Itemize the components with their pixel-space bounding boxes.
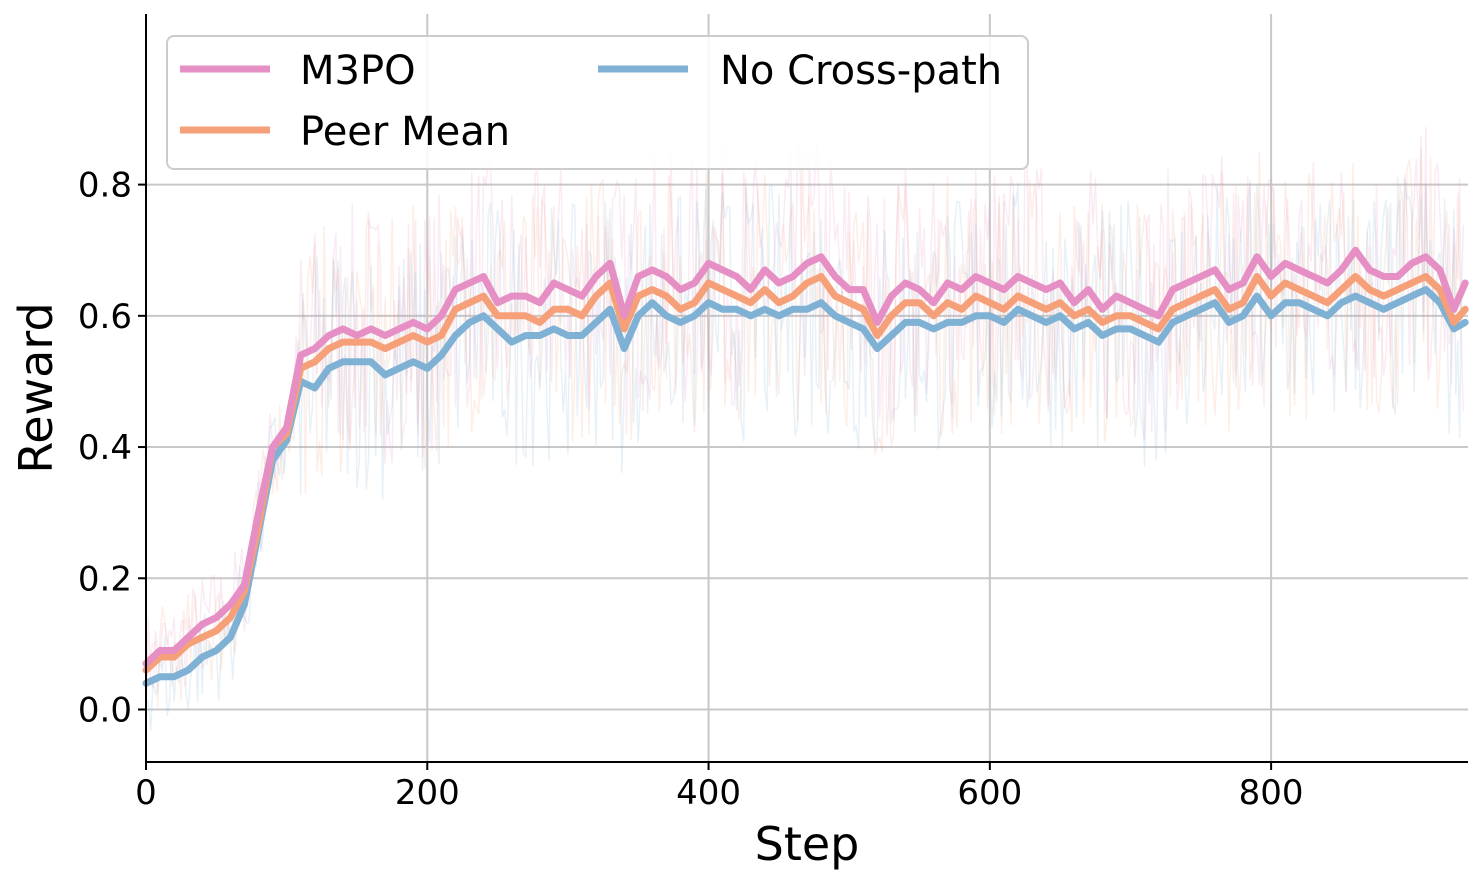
series-line-2 xyxy=(142,286,1469,687)
series-line-0 xyxy=(142,246,1469,668)
x-axis-title: Step xyxy=(755,817,860,871)
x-tick-label: 600 xyxy=(957,773,1022,813)
y-axis-title: Reward xyxy=(9,302,63,473)
legend-label-m3po: M3PO xyxy=(300,48,416,94)
y-tick-label: 0.4 xyxy=(78,428,132,468)
legend-label-peer-mean: Peer Mean xyxy=(300,109,510,155)
x-tick-label: 400 xyxy=(676,773,741,813)
x-tick-label: 0 xyxy=(135,773,157,813)
legend-frame xyxy=(166,35,1029,170)
tick-labels: 0 200 400 600 800 0.0 0.2 0.4 0.6 0.8 xyxy=(78,166,1304,813)
smoothed-series xyxy=(142,246,1469,687)
y-tick-label: 0.6 xyxy=(78,297,132,337)
series-line-1 xyxy=(142,273,1469,674)
y-tick-label: 0.0 xyxy=(78,691,132,731)
raw-reward-traces xyxy=(145,126,1465,731)
legend: M3PO Peer Mean No Cross-path xyxy=(166,35,1029,170)
legend-label-no-cross-path: No Cross-path xyxy=(720,48,1002,94)
y-tick-label: 0.2 xyxy=(78,559,132,599)
x-tick-label: 800 xyxy=(1239,773,1304,813)
raw-trace-1 xyxy=(145,149,1465,707)
axes xyxy=(138,14,1468,770)
y-tick-label: 0.8 xyxy=(78,166,132,206)
x-tick-label: 200 xyxy=(395,773,460,813)
